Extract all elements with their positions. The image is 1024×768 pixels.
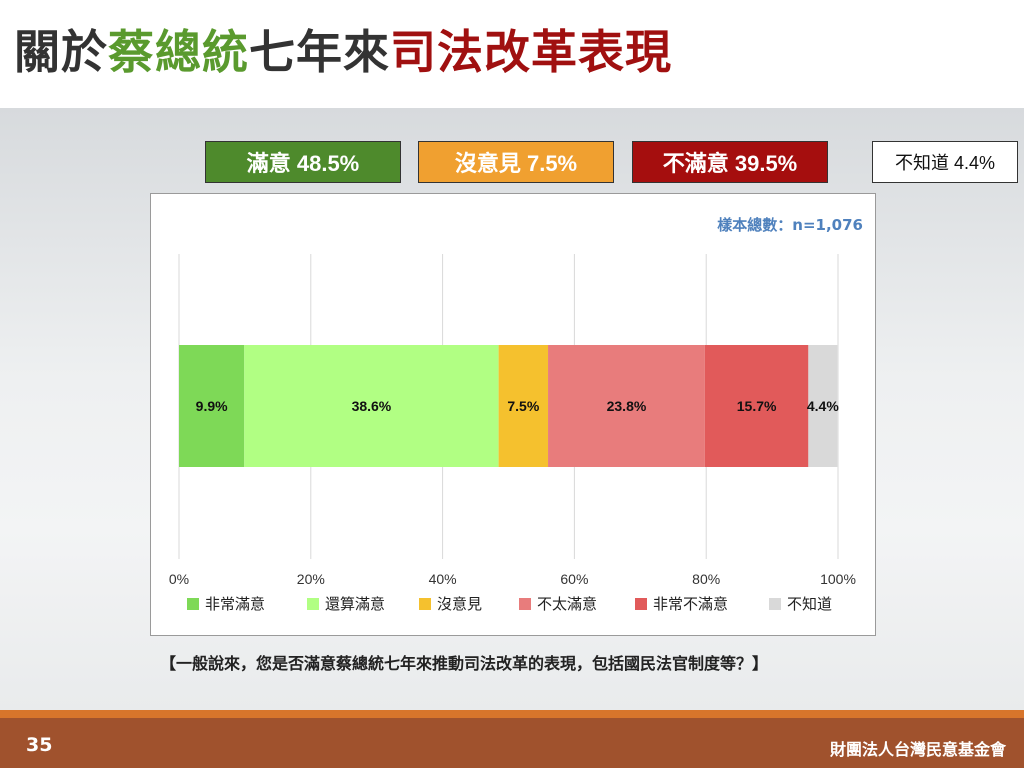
summary-satisfied: 滿意 48.5% xyxy=(205,141,401,183)
summary-dont-know: 不知道 4.4% xyxy=(872,141,1018,183)
legend-swatch xyxy=(635,598,647,610)
chart-panel: 樣本總數：n=1,076 0% 20% 40% 60% 80% 100% 9.9% 38.6%… xyxy=(150,193,876,636)
legend-label: 非常滿意 xyxy=(205,595,265,613)
footer-bar: 35 財團法人台灣民意基金會 xyxy=(0,710,1024,768)
legend-swatch xyxy=(419,598,431,610)
title-part: 蔡總統 xyxy=(108,25,249,79)
legend-label: 不太滿意 xyxy=(537,595,597,613)
x-tick-label: 80% xyxy=(692,571,720,587)
legend-swatch xyxy=(769,598,781,610)
bar-segment xyxy=(704,345,809,467)
bar-segment xyxy=(244,345,499,467)
x-tick-label: 20% xyxy=(297,571,325,587)
legend-swatch xyxy=(187,598,199,610)
x-tick-label: 0% xyxy=(169,571,189,587)
data-label: 15.7% xyxy=(737,398,777,414)
bar-segment xyxy=(498,345,549,467)
summary-no-opinion: 沒意見 7.5% xyxy=(418,141,614,183)
bar-segment xyxy=(179,345,245,467)
page-number: 35 xyxy=(26,734,53,756)
data-label: 23.8% xyxy=(607,398,647,414)
page-title: 關於蔡總統七年來司法改革表現 xyxy=(14,22,672,82)
legend-label: 還算滿意 xyxy=(325,595,385,613)
bar-segment xyxy=(548,345,705,467)
legend-label: 沒意見 xyxy=(437,595,482,613)
stacked-bar-chart: 0% 20% 40% 60% 80% 100% 9.9% 38.6% 7.5% 23.8% 15.7… xyxy=(169,254,856,613)
x-tick-label: 100% xyxy=(820,571,856,587)
data-label: 7.5% xyxy=(507,398,539,414)
x-tick-label: 60% xyxy=(560,571,588,587)
bar-segment xyxy=(808,345,838,467)
summary-dissatisfied: 不滿意 39.5% xyxy=(632,141,828,183)
organization-name: 財團法人台灣民意基金會 xyxy=(829,740,1006,759)
data-label: 38.6% xyxy=(352,398,392,414)
title-part: 七年來 xyxy=(249,25,390,79)
survey-question: 【一般說來，您是否滿意蔡總統七年來推動司法改革的表現，包括國民法官制度等？】 xyxy=(160,654,769,673)
title-part: 司法改革表現 xyxy=(390,25,672,79)
legend-label: 不知道 xyxy=(787,595,832,613)
data-label: 9.9% xyxy=(196,398,228,414)
legend-swatch xyxy=(519,598,531,610)
data-label: 4.4% xyxy=(807,398,839,414)
title-part: 關於 xyxy=(14,25,108,79)
legend-label: 非常不滿意 xyxy=(653,595,728,613)
sample-size: 樣本總數：n=1,076 xyxy=(717,216,863,234)
x-tick-label: 40% xyxy=(429,571,457,587)
legend-swatch xyxy=(307,598,319,610)
